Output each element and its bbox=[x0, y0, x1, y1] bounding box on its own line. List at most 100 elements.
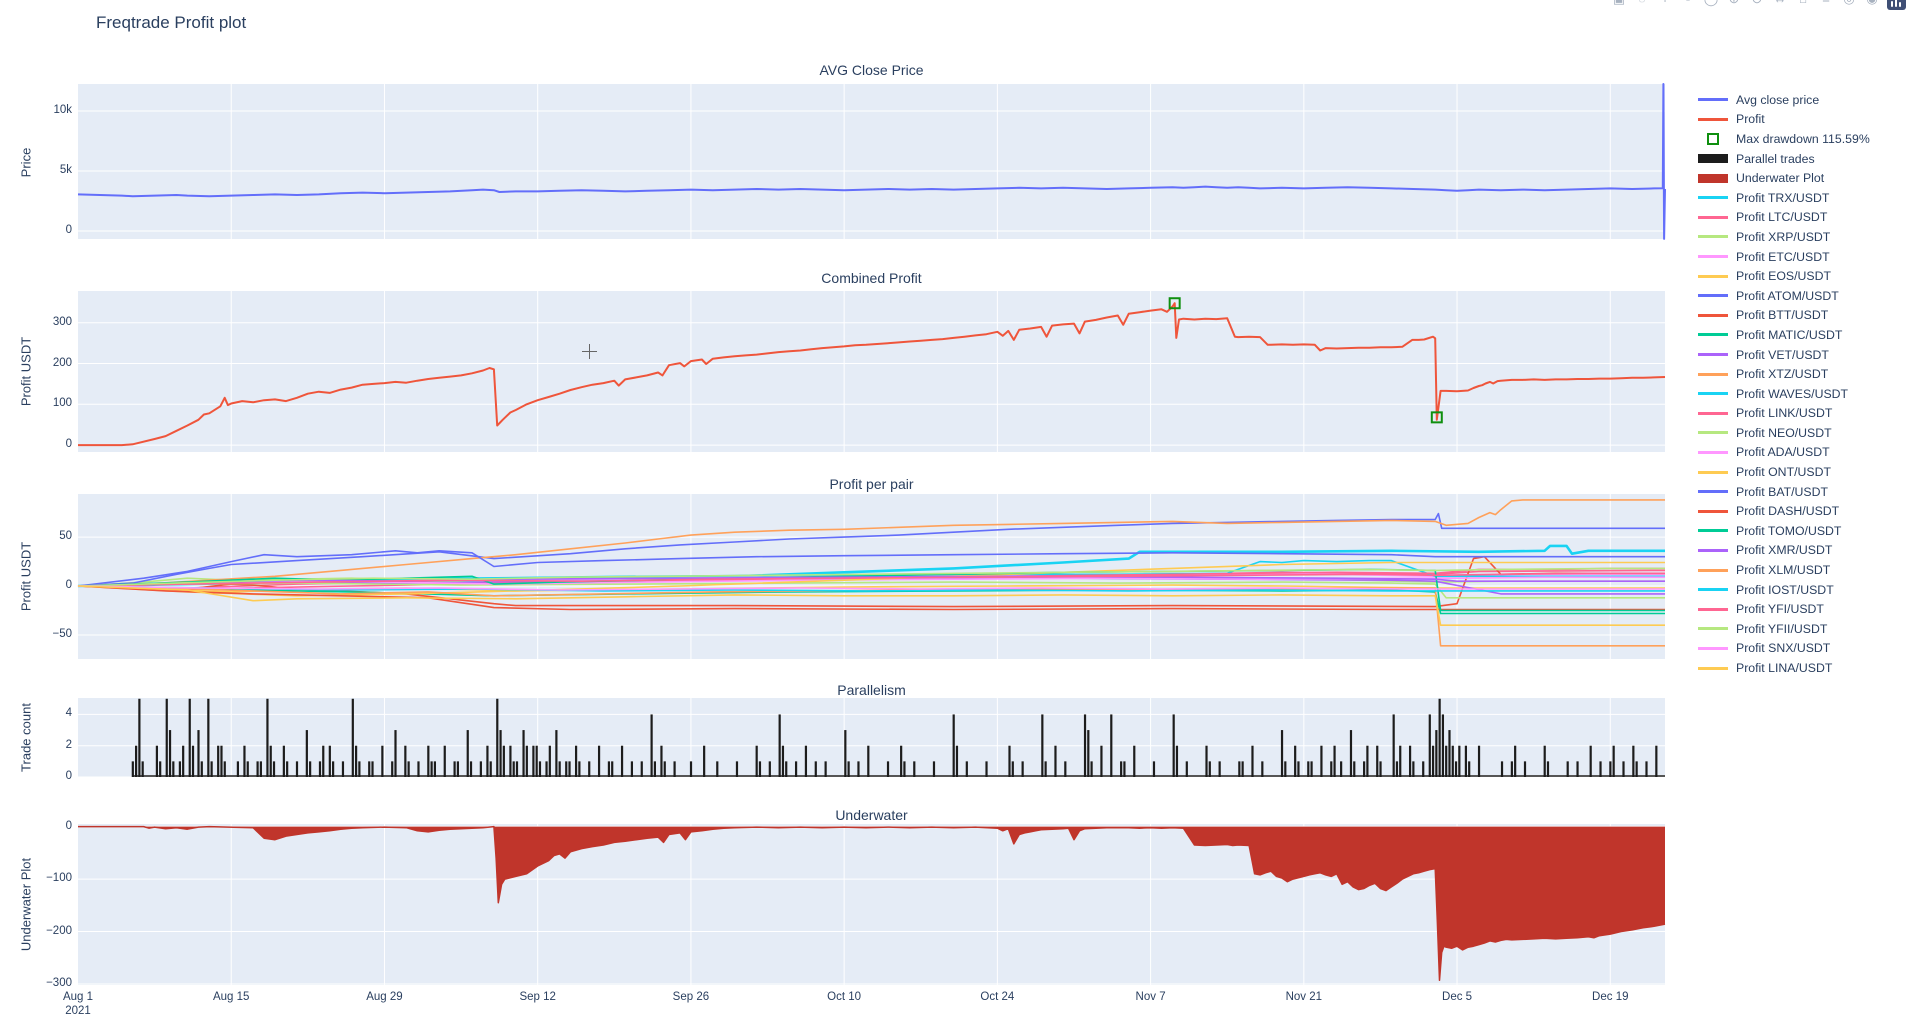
trade-count-bar[interactable] bbox=[565, 761, 568, 777]
trade-count-bar[interactable] bbox=[611, 761, 614, 777]
series-Profit IOST/USDT[interactable] bbox=[77, 585, 1665, 592]
trade-count-bar[interactable] bbox=[489, 761, 492, 777]
trade-count-bar[interactable] bbox=[1120, 761, 1123, 777]
trade-count-bar[interactable] bbox=[1635, 761, 1638, 777]
series-Avg close price[interactable] bbox=[77, 83, 1666, 240]
legend-item-profit-ada-usdt[interactable]: Profit ADA/USDT bbox=[1698, 443, 1870, 463]
trade-count-bar[interactable] bbox=[965, 761, 968, 777]
trade-count-bar[interactable] bbox=[332, 761, 335, 777]
trade-count-bar[interactable] bbox=[781, 745, 785, 777]
trade-count-bar[interactable] bbox=[758, 761, 762, 777]
legend-item-profit-xlm-usdt[interactable]: Profit XLM/USDT bbox=[1698, 560, 1870, 580]
trade-count-bar[interactable] bbox=[417, 761, 420, 777]
trade-count-bar[interactable] bbox=[985, 761, 988, 777]
trade-count-bar[interactable] bbox=[844, 730, 847, 777]
series-Profit XMR/USDT[interactable] bbox=[77, 575, 1665, 587]
trade-count-bar[interactable] bbox=[223, 761, 226, 777]
trade-count-bar[interactable] bbox=[178, 761, 181, 777]
trade-count-bar[interactable] bbox=[1349, 730, 1353, 777]
legend-item-parallel-trades[interactable]: Parallel trades bbox=[1698, 149, 1870, 169]
trade-count-bar[interactable] bbox=[1280, 730, 1284, 777]
trade-count-bar[interactable] bbox=[1500, 761, 1504, 777]
trade-count-bar[interactable] bbox=[620, 745, 624, 777]
trade-count-bar[interactable] bbox=[368, 761, 371, 777]
legend-item-profit-etc-usdt[interactable]: Profit ETC/USDT bbox=[1698, 247, 1870, 267]
trade-count-bar[interactable] bbox=[1090, 761, 1093, 777]
series-Profit BAT/USDT[interactable] bbox=[77, 550, 1665, 587]
trade-count-bar[interactable] bbox=[735, 761, 739, 777]
trade-count-bar[interactable] bbox=[673, 761, 676, 777]
trade-count-bar[interactable] bbox=[1435, 730, 1438, 777]
legend-item-max-drawdown-115-59-[interactable]: Max drawdown 115.59% bbox=[1698, 129, 1870, 149]
legend-item-profit-waves-usdt[interactable]: Profit WAVES/USDT bbox=[1698, 384, 1870, 404]
trade-count-bar[interactable] bbox=[217, 745, 220, 777]
trade-count-bar[interactable] bbox=[168, 730, 172, 777]
trade-count-bar[interactable] bbox=[1645, 761, 1648, 777]
trade-count-bar[interactable] bbox=[545, 761, 548, 777]
trade-count-bar[interactable] bbox=[1363, 761, 1366, 777]
trade-count-bar[interactable] bbox=[525, 745, 528, 777]
trade-count-bar[interactable] bbox=[351, 698, 354, 777]
trade-count-bar[interactable] bbox=[1428, 714, 1431, 777]
trade-count-bar[interactable] bbox=[1510, 761, 1513, 777]
modebar-button-zoom-out-icon[interactable]: ⊖ bbox=[1749, 0, 1765, 11]
trade-count-bar[interactable] bbox=[555, 730, 558, 777]
series-area-Underwater Plot[interactable] bbox=[78, 826, 1665, 981]
trade-count-bar[interactable] bbox=[309, 761, 312, 777]
trade-count-bar[interactable] bbox=[1523, 761, 1527, 777]
series-Profit BTT/USDT[interactable] bbox=[77, 555, 1665, 608]
legend-item-profit-xtz-usdt[interactable]: Profit XTZ/USDT bbox=[1698, 364, 1870, 384]
trade-count-bar[interactable] bbox=[141, 761, 144, 777]
trade-count-bar[interactable] bbox=[486, 745, 489, 777]
modebar-button-zoom-icon[interactable]: ◌ bbox=[1634, 0, 1650, 11]
trade-count-bar[interactable] bbox=[1238, 761, 1241, 777]
trade-count-bar[interactable] bbox=[1451, 745, 1454, 777]
trade-count-bar[interactable] bbox=[191, 745, 195, 777]
trade-count-bar[interactable] bbox=[1133, 745, 1136, 777]
trade-count-bar[interactable] bbox=[630, 761, 634, 777]
trade-count-bar[interactable] bbox=[794, 761, 798, 777]
series-Profit LINA/USDT[interactable] bbox=[77, 585, 1665, 626]
trade-count-bar[interactable] bbox=[272, 761, 276, 777]
trade-count-bar[interactable] bbox=[259, 761, 262, 777]
trade-count-bar[interactable] bbox=[469, 761, 473, 777]
trade-count-bar[interactable] bbox=[1543, 745, 1546, 777]
trade-count-bar[interactable] bbox=[768, 761, 771, 777]
trade-count-bar[interactable] bbox=[466, 730, 469, 777]
modebar-button-reset-axes-icon[interactable]: ⌂ bbox=[1795, 0, 1811, 11]
plotly-logo[interactable] bbox=[1887, 0, 1906, 10]
legend-item-profit-vet-usdt[interactable]: Profit VET/USDT bbox=[1698, 345, 1870, 365]
trade-count-bar[interactable] bbox=[496, 698, 499, 777]
trade-count-bar[interactable] bbox=[1566, 761, 1569, 777]
trade-count-bar[interactable] bbox=[1284, 761, 1287, 777]
trade-count-bar[interactable] bbox=[548, 745, 551, 777]
trade-count-bar[interactable] bbox=[535, 745, 538, 777]
trade-count-bar[interactable] bbox=[266, 698, 269, 777]
trade-count-bar[interactable] bbox=[1589, 745, 1592, 777]
series-Profit ATOM/USDT[interactable] bbox=[77, 512, 1665, 587]
trade-count-bar[interactable] bbox=[1599, 761, 1602, 777]
trade-count-bar[interactable] bbox=[358, 761, 361, 777]
legend-item-profit-matic-usdt[interactable]: Profit MATIC/USDT bbox=[1698, 325, 1870, 345]
trade-count-bar[interactable] bbox=[404, 745, 407, 777]
trade-count-bar[interactable] bbox=[1477, 745, 1481, 777]
trade-count-bar[interactable] bbox=[1087, 730, 1090, 777]
legend-item-profit-ont-usdt[interactable]: Profit ONT/USDT bbox=[1698, 462, 1870, 482]
trade-count-bar[interactable] bbox=[391, 761, 394, 777]
trade-count-bar[interactable] bbox=[932, 761, 936, 777]
trade-count-bar[interactable] bbox=[1612, 745, 1615, 777]
modebar-button-toggle-spikelines-icon[interactable]: ≡ bbox=[1818, 0, 1834, 11]
trade-count-bar[interactable] bbox=[131, 761, 134, 777]
trade-count-bar[interactable] bbox=[653, 761, 656, 777]
trade-count-bar[interactable] bbox=[532, 745, 535, 777]
trade-count-bar[interactable] bbox=[1458, 745, 1461, 777]
trade-count-bar[interactable] bbox=[1622, 761, 1625, 777]
trade-count-bar[interactable] bbox=[1330, 761, 1333, 777]
trade-count-bar[interactable] bbox=[502, 745, 505, 777]
trade-count-bar[interactable] bbox=[443, 745, 446, 777]
legend-item-profit-atom-usdt[interactable]: Profit ATOM/USDT bbox=[1698, 286, 1870, 306]
trade-count-bar[interactable] bbox=[955, 745, 959, 777]
trade-count-bar[interactable] bbox=[509, 745, 512, 777]
trade-count-bar[interactable] bbox=[804, 745, 808, 777]
trade-count-bar[interactable] bbox=[716, 761, 719, 777]
